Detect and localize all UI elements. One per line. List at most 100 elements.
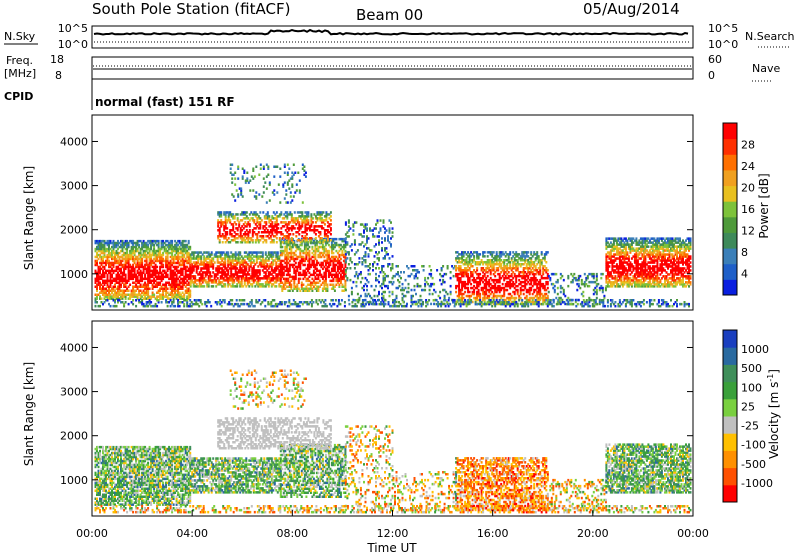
power-cell (347, 298, 350, 302)
power-cell (136, 259, 139, 263)
power-cell (106, 261, 109, 265)
power-cell (159, 269, 162, 273)
power-cell (97, 265, 100, 269)
power-cell (106, 293, 109, 296)
power-cell (112, 241, 115, 245)
power-cell (123, 271, 126, 275)
beam-label: Beam 00 (356, 6, 423, 24)
power-cell (136, 239, 139, 243)
power-cell (99, 291, 101, 294)
power-cell (577, 282, 580, 286)
power-cell (139, 251, 142, 255)
power-cell (145, 253, 148, 257)
power-cell (130, 255, 133, 259)
power-cell (160, 239, 163, 243)
power-cell (299, 277, 302, 281)
power-cell (547, 290, 550, 294)
power-cell (187, 239, 190, 243)
power-cell (154, 297, 157, 300)
power-cell (130, 251, 133, 255)
power-cell (166, 255, 169, 259)
power-cell (123, 285, 126, 288)
power-cell (147, 283, 150, 286)
power-cell (147, 243, 150, 247)
power-cell (349, 227, 352, 230)
power-cell (111, 249, 113, 253)
power-cell (99, 269, 101, 273)
power-cell (448, 296, 451, 300)
power-cell (144, 263, 147, 267)
power-cell (160, 287, 163, 290)
power-cell (120, 261, 122, 265)
power-cell (156, 283, 159, 286)
power-cell (102, 273, 104, 277)
power-cell (157, 273, 160, 277)
power-cell (115, 295, 118, 298)
power-cell (102, 289, 104, 292)
power-cell (151, 253, 154, 257)
power-cell (135, 257, 138, 261)
power-cell (103, 287, 106, 290)
power-cell (108, 287, 110, 290)
power-cell (118, 255, 121, 259)
power-cell (112, 243, 115, 247)
power-cell (145, 261, 148, 265)
power-cell (168, 283, 171, 286)
power-cell (123, 267, 126, 271)
power-cell (109, 251, 112, 255)
power-cell (136, 269, 139, 273)
power-heatmap (94, 163, 692, 308)
power-cell (154, 273, 157, 277)
power-cell (156, 291, 159, 294)
power-cell (96, 259, 98, 263)
power-cell (169, 267, 172, 271)
power-cell (392, 280, 395, 284)
power-cell (138, 271, 141, 275)
power-cell (136, 281, 139, 284)
power-cell (148, 277, 151, 281)
power-cell (138, 261, 141, 265)
power-cell (111, 297, 113, 300)
power-cell (162, 251, 165, 255)
power-cell (117, 251, 119, 255)
power-cell (162, 245, 165, 249)
power-cell (136, 271, 139, 275)
power-cell (165, 249, 168, 253)
power-cell (109, 285, 112, 288)
power-cell (166, 275, 169, 279)
power-cell (94, 277, 97, 281)
power-cell (428, 265, 431, 268)
power-cell (112, 277, 115, 281)
power-cell (373, 255, 376, 258)
power-cell (111, 241, 113, 245)
power-cell (434, 290, 437, 294)
power-cell (130, 247, 133, 251)
freq-panel (91, 56, 694, 80)
power-cell (109, 275, 112, 279)
power-cell (130, 269, 133, 273)
power-cell (171, 255, 174, 259)
power-cell (99, 285, 101, 288)
power-cell (135, 247, 138, 251)
power-cell (115, 249, 118, 253)
power-cell (153, 265, 156, 269)
power-cell (112, 271, 115, 275)
power-cell (109, 253, 112, 257)
power-cell (142, 291, 145, 294)
power-cell (424, 288, 427, 292)
power-cell (156, 281, 159, 284)
power-cell (550, 302, 553, 306)
power-cell (576, 288, 579, 292)
power-cell (123, 265, 126, 269)
power-cell (397, 265, 399, 268)
power-cell (169, 287, 172, 290)
power-cell (127, 245, 130, 249)
power-cell (174, 273, 177, 277)
power-cell (156, 271, 159, 275)
power-cell (111, 257, 113, 261)
power-cell (103, 247, 106, 251)
power-cell (106, 279, 109, 283)
power-cell (139, 273, 142, 277)
power-cell (166, 295, 169, 298)
power-cell (157, 295, 160, 298)
